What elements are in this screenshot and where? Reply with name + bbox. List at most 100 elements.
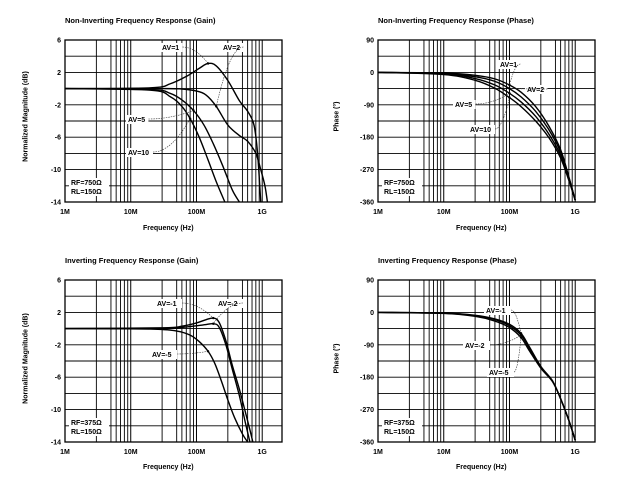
series-label-bg <box>484 306 511 315</box>
series-label: AV=1 <box>162 45 179 52</box>
series-line-av1 <box>64 62 262 203</box>
annotation-text: RF=750Ω <box>384 180 415 187</box>
annotation-bg <box>69 178 109 187</box>
label-arrow-head <box>212 322 215 325</box>
series-line-av1 <box>377 71 576 201</box>
y-tick-label: -10 <box>51 167 61 174</box>
y-tick-label: -90 <box>364 342 374 349</box>
chart-title-ni-gain: Non-Inverting Frequency Response (Gain) <box>65 16 216 25</box>
y-tick-label: 6 <box>57 38 61 45</box>
series-line-av-1 <box>64 317 254 443</box>
x-tick-label: 100M <box>501 449 519 456</box>
y-tick-label: -6 <box>55 135 61 142</box>
label-arrow-head <box>188 117 192 120</box>
series-line-av5 <box>377 71 576 201</box>
x-axis-label-inv-gain: Frequency (Hz) <box>143 464 194 471</box>
x-tick-label: 1M <box>60 209 70 216</box>
series-label-bg <box>216 299 243 308</box>
annotation-bg <box>382 187 422 196</box>
label-leader-line <box>215 46 244 107</box>
plot-frame <box>64 279 283 443</box>
label-arrow-head <box>508 83 511 87</box>
y-tick-label: -360 <box>360 440 374 447</box>
annotation-bg <box>69 427 109 436</box>
label-arrow-head <box>206 62 210 65</box>
series-label-bg <box>525 85 548 94</box>
y-tick-label: 0 <box>370 70 374 77</box>
label-leader-line <box>509 63 521 86</box>
label-arrow-head <box>192 109 195 112</box>
series-label: AV=10 <box>128 150 149 157</box>
series-line-av2 <box>377 71 576 201</box>
series-label: AV=-1 <box>486 308 506 315</box>
label-leader-line <box>148 110 194 120</box>
series-label: AV=-5 <box>489 370 509 377</box>
x-tick-label: 10M <box>124 449 138 456</box>
x-tick-label: 100M <box>501 209 519 216</box>
series-line-av10 <box>377 71 576 201</box>
y-tick-label: -6 <box>55 375 61 382</box>
annotation-text: RL=150Ω <box>71 429 102 436</box>
y-tick-label: -10 <box>51 407 61 414</box>
series-label-bg <box>468 125 495 134</box>
x-axis-label-ni-phase: Frequency (Hz) <box>456 225 507 232</box>
series-label-bg <box>126 148 153 157</box>
label-leader-line <box>182 46 209 64</box>
series-label-bg <box>453 100 476 109</box>
series-line-av-2 <box>64 322 251 443</box>
label-arrow-head <box>508 87 511 90</box>
series-label: AV=5 <box>128 117 145 124</box>
y-tick-label: -14 <box>51 200 61 207</box>
plot-frame <box>64 39 283 203</box>
series-label: AV=-2 <box>218 301 238 308</box>
series-label: AV=-1 <box>157 301 177 308</box>
annotation-bg <box>69 418 109 427</box>
label-leader-line <box>213 302 244 324</box>
label-arrow-head <box>206 350 210 353</box>
series-label: AV=-2 <box>465 343 485 350</box>
y-tick-label: 0 <box>370 310 374 317</box>
series-label: AV=2 <box>527 87 544 94</box>
annotation-text: RF=375Ω <box>71 420 102 427</box>
label-leader-line <box>152 118 191 153</box>
series-label-bg <box>498 60 521 69</box>
series-line-av2 <box>64 87 269 203</box>
series-line-av5 <box>64 87 241 203</box>
y-tick-label: -360 <box>360 200 374 207</box>
chart-title-ni-phase: Non-Inverting Frequency Response (Phase) <box>378 16 534 25</box>
series-label-bg <box>150 350 177 359</box>
annotation-text: RF=750Ω <box>71 180 102 187</box>
series-line-av-5 <box>64 327 249 443</box>
x-tick-label: 1M <box>373 449 383 456</box>
y-tick-label: -180 <box>360 135 374 142</box>
series-label: AV=-5 <box>152 352 172 359</box>
x-tick-label: 10M <box>124 209 138 216</box>
y-tick-label: -270 <box>360 407 374 414</box>
annotation-text: RL=150Ω <box>384 189 415 196</box>
series-label-bg <box>487 368 514 377</box>
x-axis-label-ni-gain: Frequency (Hz) <box>143 225 194 232</box>
label-leader-line <box>176 350 209 355</box>
series-label-bg <box>126 115 149 124</box>
x-tick-label: 1G <box>258 209 268 216</box>
chart-title-inv-gain: Inverting Frequency Response (Gain) <box>65 256 199 265</box>
series-label: AV=5 <box>455 102 472 109</box>
label-arrow-head <box>519 336 523 339</box>
series-label-bg <box>155 299 182 308</box>
series-label-bg <box>160 43 183 52</box>
y-tick-label: -2 <box>55 342 61 349</box>
series-label: AV=10 <box>470 127 491 134</box>
y-tick-label: -90 <box>364 102 374 109</box>
x-tick-label: 1G <box>258 449 268 456</box>
label-leader-line <box>475 93 510 105</box>
x-tick-label: 1M <box>60 449 70 456</box>
x-tick-label: 100M <box>188 209 206 216</box>
label-arrow-head <box>215 105 218 108</box>
label-leader-line <box>510 309 522 334</box>
label-arrow-head <box>508 92 511 95</box>
chart-title-inv-phase: Inverting Frequency Response (Phase) <box>378 256 517 265</box>
x-tick-label: 1M <box>373 209 383 216</box>
y-tick-label: -270 <box>360 167 374 174</box>
label-arrow-head <box>508 96 511 99</box>
